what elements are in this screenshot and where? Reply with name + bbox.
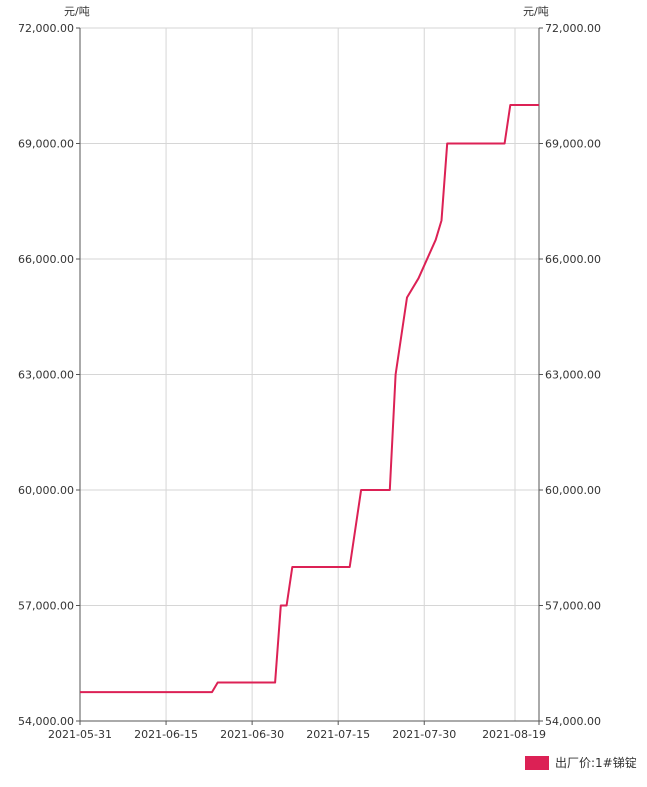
y-axis-right-unit: 元/吨	[523, 5, 549, 18]
y-tick-label-right: 57,000.00	[545, 600, 601, 613]
y-tick-label-right: 54,000.00	[545, 715, 601, 728]
y-axis-left-unit: 元/吨	[64, 5, 90, 18]
y-tick-label-right: 69,000.00	[545, 138, 601, 151]
y-tick-label-left: 57,000.00	[18, 600, 74, 613]
series-line	[80, 104, 539, 694]
y-axis-right-ticks: 72,000.00 69,000.00 66,000.00 63,000.00 60,0…	[545, 22, 601, 728]
series-group	[80, 104, 539, 694]
x-tick-label: 2021-08-19	[482, 728, 546, 741]
legend-label: 出厂价:1#锑锭	[555, 756, 637, 770]
x-tick-label: 2021-07-30	[392, 728, 456, 741]
x-tick-label: 2021-06-30	[220, 728, 284, 741]
y-tick-label-left: 63,000.00	[18, 369, 74, 382]
x-tick-label: 2021-05-31	[48, 728, 112, 741]
y-tick-label-right: 66,000.00	[545, 253, 601, 266]
y-tick-label-right: 60,000.00	[545, 484, 601, 497]
axes	[76, 27, 543, 725]
y-tick-label-left: 69,000.00	[18, 138, 74, 151]
x-axis-ticks: 2021-05-31 2021-06-15 2021-06-30 2021-07-15…	[48, 728, 546, 741]
y-tick-label-left: 54,000.00	[18, 715, 74, 728]
x-tick-label: 2021-07-15	[306, 728, 370, 741]
legend-swatch	[525, 755, 549, 770]
legend[interactable]: 出厂价:1#锑锭	[525, 754, 637, 771]
y-tick-label-right: 72,000.00	[545, 22, 601, 35]
y-tick-label-left: 60,000.00	[18, 484, 74, 497]
y-tick-label-right: 63,000.00	[545, 369, 601, 382]
grid-lines	[80, 27, 539, 722]
y-tick-label-left: 72,000.00	[18, 22, 74, 35]
y-axis-left-ticks: 72,000.00 69,000.00 66,000.00 63,000.00 60,0…	[18, 22, 74, 728]
y-tick-label-left: 66,000.00	[18, 253, 74, 266]
x-tick-label: 2021-06-15	[134, 728, 198, 741]
